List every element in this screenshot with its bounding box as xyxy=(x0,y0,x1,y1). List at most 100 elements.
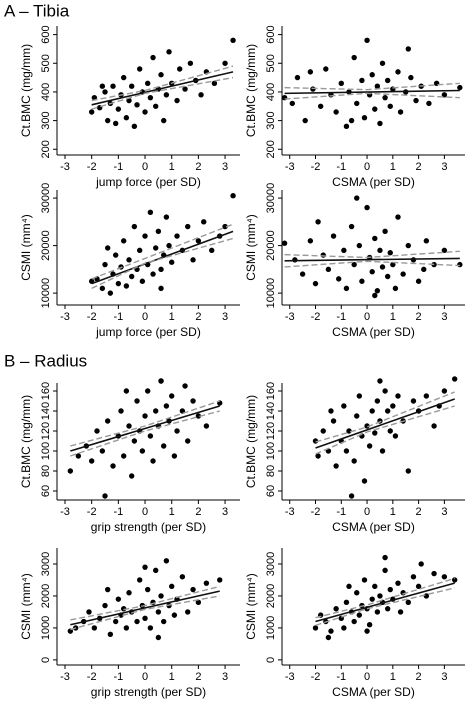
point xyxy=(423,393,430,399)
point xyxy=(201,219,207,225)
y-tick-label: 500 xyxy=(40,54,52,72)
point xyxy=(161,443,167,449)
point xyxy=(415,583,422,590)
point xyxy=(312,438,319,444)
fit-line xyxy=(70,590,220,626)
point xyxy=(307,69,314,75)
y-tick-label: 20000 xyxy=(265,230,277,261)
x-tick-label: 3 xyxy=(222,671,228,683)
point xyxy=(126,423,132,429)
point xyxy=(382,388,388,394)
point xyxy=(169,583,175,590)
point xyxy=(185,223,191,230)
point xyxy=(289,100,296,107)
point xyxy=(112,252,119,258)
section-title: B – Radius xyxy=(4,351,87,370)
point xyxy=(195,238,202,244)
ci-line xyxy=(91,65,234,102)
point xyxy=(361,478,368,484)
point xyxy=(163,92,170,98)
point xyxy=(374,288,381,294)
x-tick-label: -2 xyxy=(311,671,321,683)
point xyxy=(163,214,170,220)
y-tick-label: 100 xyxy=(40,442,52,460)
x-tick-label: -2 xyxy=(87,311,97,323)
point xyxy=(169,393,175,399)
point xyxy=(413,97,419,104)
point xyxy=(423,238,430,244)
point xyxy=(217,577,223,583)
x-tick-label: -3 xyxy=(285,671,295,683)
point xyxy=(361,577,368,583)
y-tick-label: 160 xyxy=(265,382,277,400)
x-tick-label: 2 xyxy=(416,671,422,683)
point xyxy=(174,233,180,239)
point xyxy=(230,37,236,44)
point xyxy=(379,448,386,454)
x-tick-label: 0 xyxy=(364,161,370,173)
point xyxy=(348,493,355,499)
fit-line xyxy=(284,89,460,95)
y-tick-label: 10000 xyxy=(265,278,277,309)
point xyxy=(128,273,135,280)
fit-line xyxy=(91,230,234,285)
y-tick-label: 140 xyxy=(40,402,52,420)
point xyxy=(142,615,148,622)
x-tick-label: 2 xyxy=(195,671,201,683)
point xyxy=(139,448,146,454)
y-tick-label: 3000 xyxy=(265,552,277,576)
point xyxy=(330,233,337,239)
ci-line xyxy=(284,250,460,259)
point xyxy=(115,280,122,287)
point xyxy=(354,195,360,201)
point xyxy=(441,247,448,254)
point xyxy=(364,628,370,634)
x-tick-label: -3 xyxy=(60,161,70,173)
y-axis-label: CSMI (mm⁴) xyxy=(244,214,258,280)
x-tick-label: 1 xyxy=(390,161,396,173)
y-tick-label: 0 xyxy=(265,657,277,663)
point xyxy=(131,223,138,230)
x-tick-label: -2 xyxy=(87,506,97,518)
y-axis-label: Ct.BMC (mg/mm) xyxy=(19,395,33,488)
x-tick-label: 2 xyxy=(195,311,201,323)
point xyxy=(112,618,119,625)
point xyxy=(134,618,140,625)
y-tick-label: 20000 xyxy=(40,230,52,261)
point xyxy=(431,570,437,577)
y-tick-label: 30000 xyxy=(40,183,52,214)
x-tick-label: 0 xyxy=(142,311,148,323)
point xyxy=(147,625,154,631)
y-tick-label: 160 xyxy=(40,382,52,400)
point xyxy=(185,609,191,615)
point xyxy=(110,83,116,89)
point xyxy=(163,558,170,564)
point xyxy=(359,77,365,84)
point xyxy=(153,567,159,574)
point xyxy=(123,388,130,394)
point xyxy=(190,398,196,404)
point xyxy=(336,276,342,282)
point xyxy=(147,209,154,216)
ci-line xyxy=(91,223,234,280)
point xyxy=(102,602,108,609)
x-tick-label: 0 xyxy=(364,506,370,518)
y-tick-label: 600 xyxy=(40,25,52,43)
point xyxy=(348,117,355,124)
y-tick-label: 500 xyxy=(265,54,277,72)
ci-line xyxy=(315,577,455,619)
x-tick-label: 1 xyxy=(390,311,396,323)
point xyxy=(395,580,401,586)
point xyxy=(99,448,106,454)
point xyxy=(348,223,355,230)
x-tick-label: 3 xyxy=(441,671,447,683)
point xyxy=(169,259,175,265)
point xyxy=(328,628,334,634)
point xyxy=(203,423,210,429)
point xyxy=(142,564,148,570)
point xyxy=(86,609,92,615)
point xyxy=(142,109,148,115)
x-tick-label: 2 xyxy=(416,506,422,518)
y-tick-label: 80 xyxy=(40,465,52,477)
y-tick-label: 200 xyxy=(265,140,277,158)
